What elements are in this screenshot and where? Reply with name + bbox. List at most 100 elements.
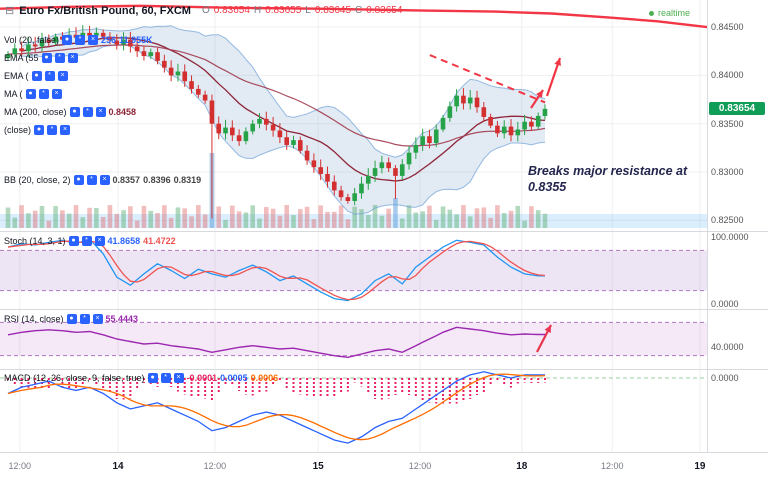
close-icon[interactable]: × (67, 53, 78, 63)
gear-icon[interactable]: * (79, 314, 90, 324)
eye-icon[interactable]: ● (31, 71, 42, 81)
price-axis-label: 0.84500 (711, 22, 744, 33)
indicator-legend-row: EMA (● * × (4, 70, 68, 82)
indicator-value: -0.0001 (186, 373, 218, 383)
time-axis-label: 12:00 (203, 461, 227, 471)
close-icon[interactable]: × (51, 89, 62, 99)
price-axis-label: 0.84000 (711, 70, 744, 81)
eye-icon[interactable]: ● (34, 125, 45, 135)
time-axis-label: 15 (312, 461, 324, 472)
indicator-label[interactable]: RSI (14, close) (4, 314, 64, 324)
gear-icon[interactable]: * (38, 89, 49, 99)
eye-icon[interactable]: ● (69, 107, 80, 117)
realtime-dot-icon (649, 10, 654, 16)
indicator-label[interactable]: MA (200, close) (4, 107, 67, 117)
price-axis-label: 0.0000 (711, 299, 739, 309)
indicator-label[interactable]: MA ( (4, 89, 23, 99)
indicator-legend-row: MACD (12, 26, close, 9, false, true) ● * × -… (4, 372, 278, 384)
gear-icon[interactable]: * (81, 236, 92, 246)
indicator-value: 0.8319 (173, 175, 202, 185)
indicator-legend-row: BB (20, close, 2) ● * × 0.8357 0.8396 0.8319 (4, 174, 201, 186)
low-label: L (305, 5, 311, 16)
time-axis-label: 12:00 (8, 461, 32, 471)
high-value: 0.83655 (265, 5, 302, 16)
close-icon[interactable]: × (60, 125, 71, 135)
eye-icon[interactable]: ● (147, 373, 158, 383)
indicator-legend-row: Vol (20, false) ● * × 256 11.955K (4, 34, 153, 46)
price-axis-label: 0.82500 (711, 215, 744, 226)
indicator-label[interactable]: (close) (4, 125, 32, 135)
time-axis-label: 12:00 (408, 461, 432, 471)
time-axis-label: 12:00 (600, 461, 624, 471)
symbol-title[interactable]: Euro Fx/British Pound, 60, FXCM (19, 4, 191, 17)
indicator-legend-row: MA (● * × (4, 88, 62, 100)
realtime-label: realtime (658, 8, 691, 18)
indicator-label[interactable]: BB (20, close, 2) (4, 175, 71, 185)
chart-header: ⊟ Euro Fx/British Pound, 60, FXCM O 0.83… (5, 4, 402, 18)
pane-separator[interactable] (0, 231, 768, 232)
close-icon[interactable]: × (173, 373, 184, 383)
pane-separator[interactable] (0, 369, 768, 370)
gear-icon[interactable]: * (44, 71, 55, 81)
eye-icon[interactable]: ● (62, 35, 73, 45)
indicator-value: 41.4722 (143, 236, 176, 246)
indicator-value: 41.8658 (107, 236, 141, 246)
gear-icon[interactable]: * (160, 373, 171, 383)
indicator-value: 11.955K (119, 35, 153, 45)
indicator-label[interactable]: EMA ( (4, 71, 29, 81)
gear-icon[interactable]: * (54, 53, 65, 63)
indicator-label[interactable]: EMA (55 (4, 53, 39, 63)
eye-icon[interactable]: ● (73, 175, 84, 185)
price-axis-label: 0.0000 (711, 373, 739, 383)
indicator-value: 0.0006 (250, 373, 279, 383)
price-axis-label: 0.83500 (711, 118, 744, 129)
close-icon[interactable]: × (92, 314, 103, 324)
time-axis-label: 14 (112, 461, 124, 472)
current-price-badge: 0.83654 (709, 101, 765, 115)
time-axis-separator[interactable] (0, 452, 768, 453)
gear-icon[interactable]: * (75, 35, 86, 45)
close-icon[interactable]: × (88, 35, 99, 45)
eye-icon[interactable]: ● (25, 89, 36, 99)
breakout-annotation[interactable]: Breaks major resistance at 0.8355 (528, 164, 688, 195)
open-label: O (201, 5, 210, 16)
open-value: 0.83654 (213, 5, 250, 16)
close-icon[interactable]: × (95, 107, 106, 117)
indicator-value: 0.8458 (108, 107, 137, 117)
price-axis-label: 0.83000 (711, 167, 744, 178)
indicator-legend-row: Stoch (14, 3, 1) ● * × 41.8658 41.4722 (4, 235, 176, 247)
indicator-legend-row: EMA (55 ● * × (4, 52, 78, 64)
price-axis-label: 40.0000 (711, 342, 744, 353)
symbol-icon[interactable]: ⊟ (5, 5, 15, 17)
gear-icon[interactable]: * (86, 175, 97, 185)
eye-icon[interactable]: ● (66, 314, 77, 324)
close-icon[interactable]: × (94, 236, 105, 246)
gear-icon[interactable]: * (47, 125, 58, 135)
realtime-indicator: realtime (649, 8, 690, 18)
pane-separator[interactable] (0, 309, 768, 310)
close-label: C (355, 5, 363, 16)
eye-icon[interactable]: ● (41, 53, 52, 63)
eye-icon[interactable]: ● (68, 236, 79, 246)
close-icon[interactable]: × (57, 71, 68, 81)
indicator-legend-row: RSI (14, close) ● * × 55.4443 (4, 313, 138, 325)
price-axis-separator[interactable] (707, 0, 708, 452)
high-label: H (253, 5, 262, 16)
ohlc-readout: O 0.83654 H 0.83655 L 0.83645 C 0.83654 (202, 5, 402, 16)
time-axis-label: 18 (516, 461, 528, 472)
indicator-label[interactable]: Stoch (14, 3, 1) (4, 236, 66, 246)
indicator-label[interactable]: MACD (12, 26, close, 9, false, true) (4, 373, 145, 383)
gear-icon[interactable]: * (82, 107, 93, 117)
indicator-label[interactable]: Vol (20, false) (4, 35, 60, 45)
low-value: 0.83645 (314, 5, 352, 16)
indicator-legend-row: MA (200, close) ● * × 0.8458 (4, 106, 136, 118)
indicator-value: 55.4443 (105, 314, 139, 324)
close-value: 0.83654 (366, 5, 403, 16)
indicator-legend-row: (close) ● * × (4, 124, 71, 136)
indicator-value: 0.0005 (220, 373, 248, 383)
indicator-value: 256 (101, 35, 117, 45)
indicator-value: 0.8396 (143, 175, 171, 185)
close-icon[interactable]: × (99, 175, 110, 185)
